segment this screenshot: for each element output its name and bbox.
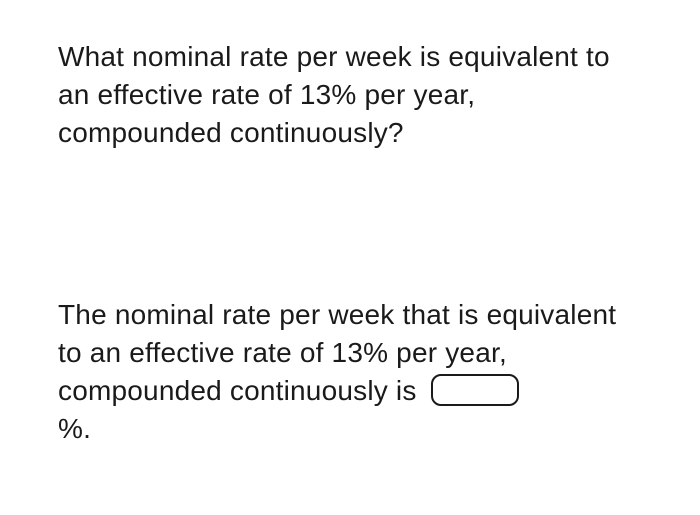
answer-suffix-text: %. (58, 413, 91, 444)
answer-section: The nominal rate per week that is equiva… (58, 296, 646, 447)
answer-input[interactable] (431, 374, 519, 406)
answer-prefix-text: The nominal rate per week that is equiva… (58, 299, 616, 406)
question-text: What nominal rate per week is equivalent… (58, 38, 646, 151)
